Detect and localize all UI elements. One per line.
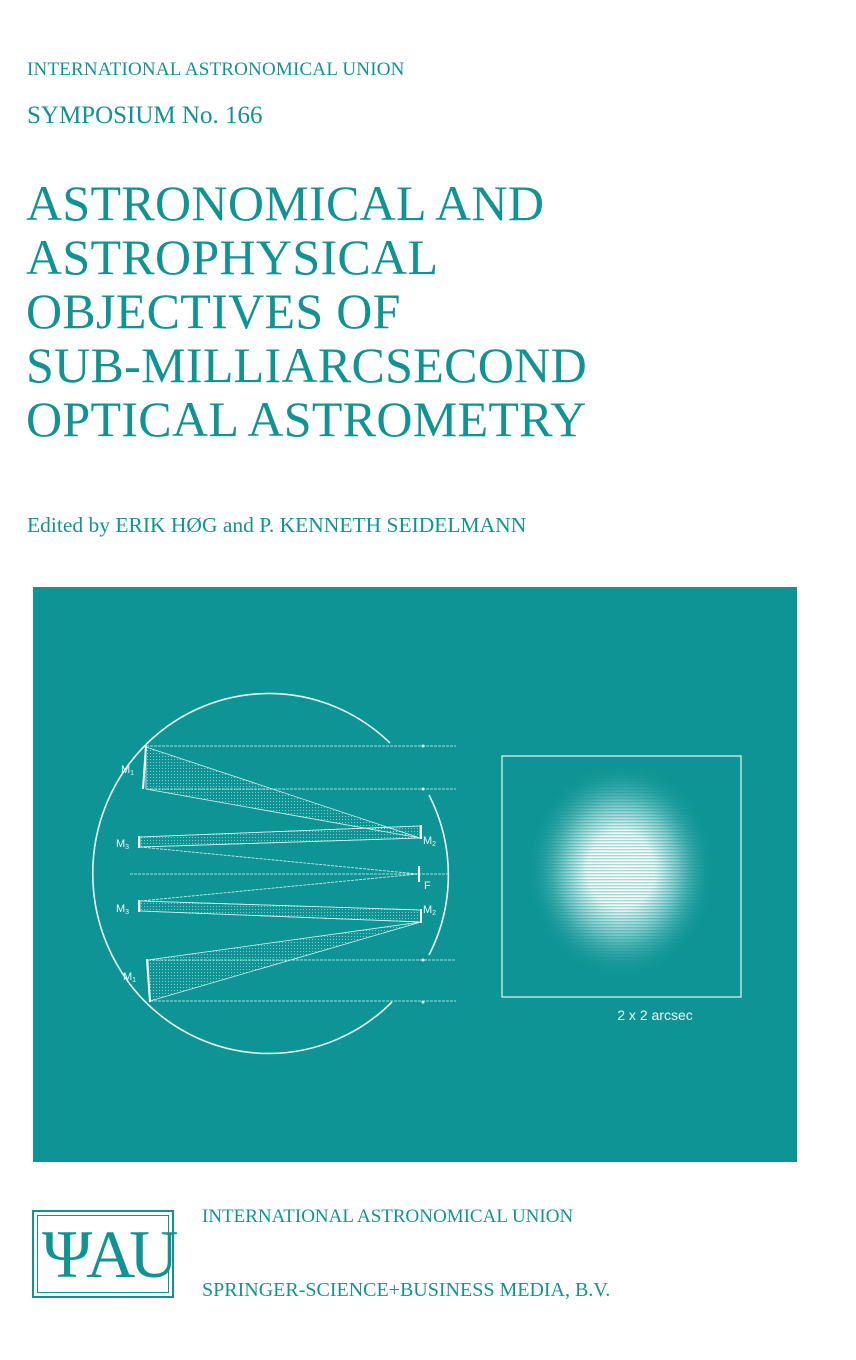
inner-arc bbox=[428, 794, 450, 956]
title-line: OBJECTIVES OF bbox=[26, 283, 401, 339]
editors: Edited by ERIK HØG and P. KENNETH SEIDEL… bbox=[27, 513, 527, 537]
mirror-m1-lower bbox=[146, 958, 151, 1003]
star-image-stripes bbox=[526, 762, 716, 978]
title-line: OPTICAL ASTROMETRY bbox=[26, 391, 587, 447]
label-m1-upper: M1 bbox=[121, 764, 134, 777]
outer-arc bbox=[91, 692, 393, 1055]
series-name: INTERNATIONAL ASTRONOMICAL UNION bbox=[27, 59, 405, 80]
label-m3-lower: M3 bbox=[116, 903, 129, 916]
label-m1-lower: M1 bbox=[123, 971, 136, 984]
beam-m3-upper bbox=[139, 825, 421, 848]
beam-lower bbox=[147, 921, 422, 1002]
label-focus: F bbox=[424, 880, 431, 892]
telescope-diagram: M1 M3 M3 M1 M2 M2 F bbox=[91, 692, 742, 1055]
organization-name: INTERNATIONAL ASTRONOMICAL UNION bbox=[202, 1206, 574, 1227]
cover-illustration: M1 M3 M3 M1 M2 M2 F 2 x 2 arcsec bbox=[33, 587, 797, 1162]
title-line: SUB-MILLIARCSECOND bbox=[26, 337, 587, 393]
image-caption: 2 x 2 arcsec bbox=[617, 1007, 693, 1023]
iau-logo: ΨAU bbox=[32, 1210, 178, 1298]
image-frame bbox=[501, 755, 742, 998]
title-line: ASTRONOMICAL AND bbox=[26, 175, 545, 231]
label-m3-upper: M3 bbox=[116, 838, 129, 851]
title-line: ASTROPHYSICAL bbox=[26, 229, 439, 285]
label-m2-upper: M2 bbox=[423, 835, 436, 848]
beam-m3-lower bbox=[139, 900, 422, 923]
beam-upper bbox=[145, 746, 421, 839]
publisher-name: SPRINGER-SCIENCE+BUSINESS MEDIA, B.V. bbox=[202, 1279, 611, 1301]
book-title: ASTRONOMICAL AND ASTROPHYSICAL OBJECTIVE… bbox=[26, 176, 587, 446]
iau-logo-mark: ΨAU bbox=[42, 1216, 178, 1292]
label-m2-lower: M2 bbox=[423, 904, 436, 917]
symposium-number: SYMPOSIUM No. 166 bbox=[27, 102, 263, 129]
mirror-m1-upper bbox=[142, 745, 147, 790]
